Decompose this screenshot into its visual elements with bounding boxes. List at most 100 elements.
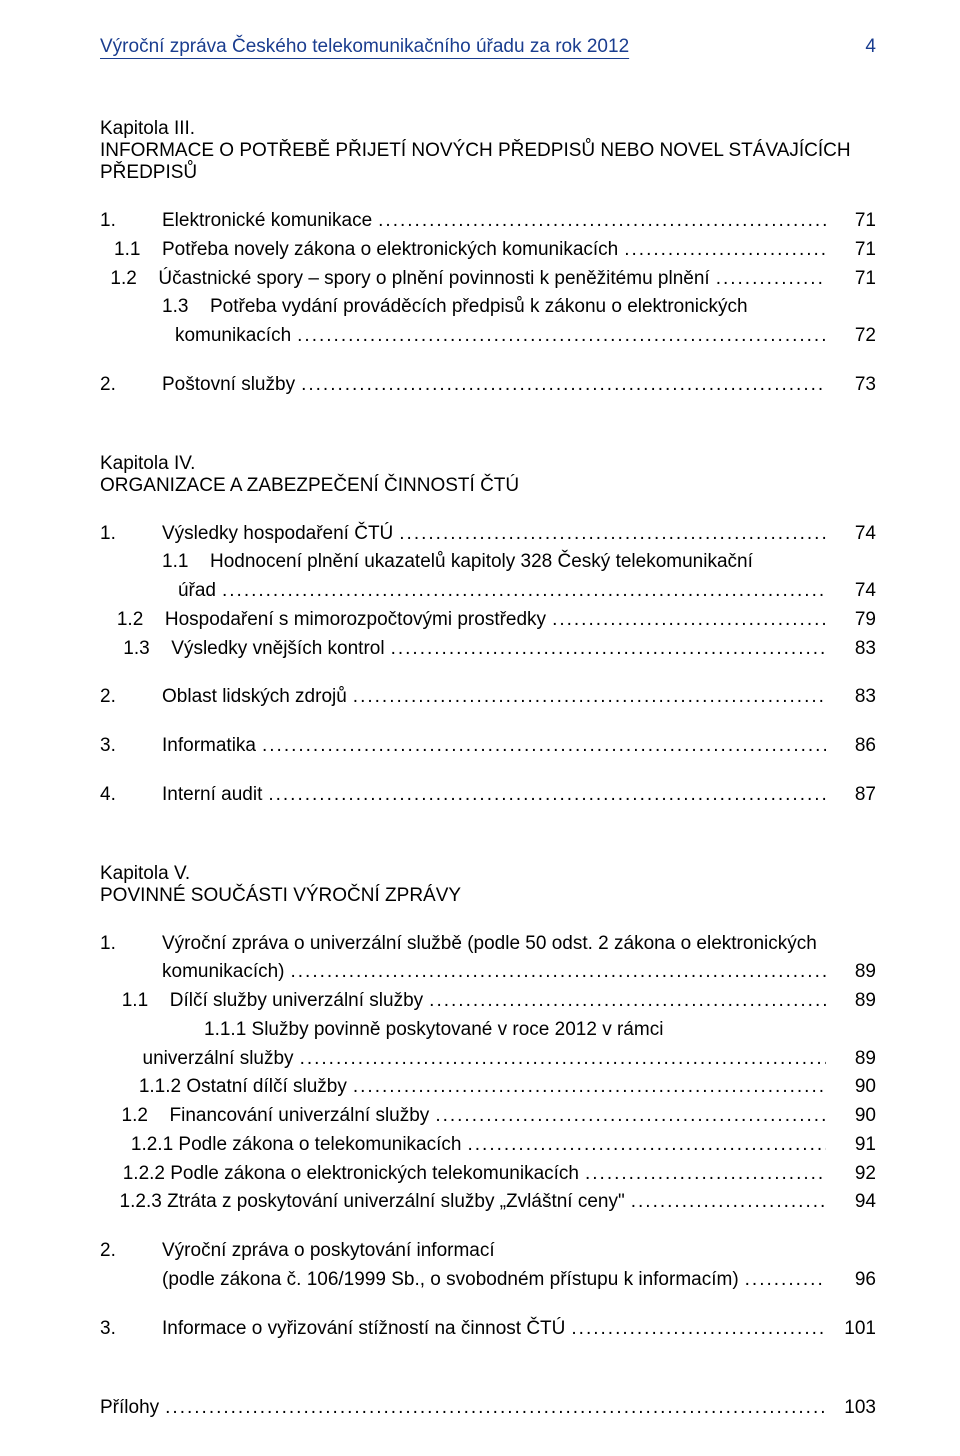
toc-page: 89	[832, 989, 876, 1013]
chapter-heading-line: PŘEDPISŮ	[100, 162, 876, 184]
toc-label: Přílohy	[100, 1396, 159, 1420]
toc-label: 1.1.2 Ostatní dílčí služby	[139, 1075, 347, 1099]
toc-entry: Přílohy103	[100, 1396, 876, 1420]
toc-number: 2.	[100, 685, 156, 709]
toc-entry: (podle zákona č. 106/1999 Sb., o svobodn…	[100, 1268, 876, 1292]
toc-number: 1.2	[117, 608, 159, 632]
toc-label: Hospodaření s mimorozpočtovými prostředk…	[165, 608, 546, 632]
toc-entry: 1.2Účastnické spory – spory o plnění pov…	[100, 267, 876, 291]
toc-entry: 1.1.2 Ostatní dílčí služby90	[100, 1075, 876, 1099]
toc-leaders	[399, 522, 826, 546]
toc-entry: 1.2Hospodaření s mimorozpočtovými prostř…	[100, 608, 876, 632]
toc-entry: 2.Výroční zpráva o poskytování informací	[100, 1239, 876, 1263]
toc-label: 1.2.3 Ztráta z poskytování univerzální s…	[120, 1190, 625, 1214]
toc-leaders	[631, 1190, 826, 1214]
toc-label: Výroční zpráva o poskytování informací	[162, 1239, 495, 1263]
toc-label: Informace o vyřizování stížností na činn…	[162, 1317, 565, 1341]
toc-page: 79	[832, 608, 876, 632]
toc-label: Výroční zpráva o univerzální službě (pod…	[162, 932, 817, 956]
toc-entry: univerzální služby 89	[100, 1047, 876, 1071]
toc-leaders	[353, 1075, 826, 1099]
toc-label: (podle zákona č. 106/1999 Sb., o svobodn…	[162, 1268, 739, 1292]
toc-label: Oblast lidských zdrojů	[162, 685, 347, 709]
chapter-heading-line: INFORMACE O POTŘEBĚ PŘIJETÍ NOVÝCH PŘEDP…	[100, 140, 876, 162]
page-header: Výroční zpráva Českého telekomunikačního…	[100, 36, 876, 58]
toc-page: 89	[832, 960, 876, 984]
toc-number: 1.	[100, 932, 156, 956]
toc-entry: 1.Výroční zpráva o univerzální službě (p…	[100, 932, 876, 956]
toc-leaders	[585, 1162, 826, 1186]
table-of-contents: Kapitola III.INFORMACE O POTŘEBĚ PŘIJETÍ…	[100, 118, 876, 1420]
toc-label: Účastnické spory – spory o plnění povinn…	[158, 267, 709, 291]
toc-leaders	[262, 734, 826, 758]
toc-label: Interní audit	[162, 783, 262, 807]
toc-number: 1.2	[122, 1104, 164, 1128]
toc-leaders	[435, 1104, 826, 1128]
toc-leaders	[378, 209, 826, 233]
toc-label: Hodnocení plnění ukazatelů kapitoly 328 …	[210, 550, 753, 574]
toc-page: 74	[832, 522, 876, 546]
toc-entry: 2.Poštovní služby73	[100, 373, 876, 397]
toc-label: komunikacích	[175, 324, 291, 348]
toc-page: 91	[832, 1133, 876, 1157]
chapter-block: Kapitola III.INFORMACE O POTŘEBĚ PŘIJETÍ…	[100, 118, 876, 397]
chapter-heading-line: ORGANIZACE A ZABEZPEČENÍ ČINNOSTÍ ČTÚ	[100, 475, 876, 497]
toc-entry: 1.1.1 Služby povinně poskytované v roce …	[100, 1018, 876, 1042]
chapter-heading-line: Kapitola V.	[100, 863, 876, 885]
toc-number: 3.	[100, 734, 156, 758]
toc-number: 2.	[100, 1239, 156, 1263]
toc-leaders	[301, 373, 826, 397]
toc-leaders	[300, 1047, 826, 1071]
toc-number: 1.3	[162, 295, 204, 319]
toc-label: Dílčí služby univerzální služby	[170, 989, 423, 1013]
toc-entry: 2.Oblast lidských zdrojů 83	[100, 685, 876, 709]
toc-entry: úřad74	[100, 579, 876, 603]
toc-leaders	[291, 960, 827, 984]
toc-leaders	[624, 238, 826, 262]
toc-entry: 1.3Potřeba vydání prováděcích předpisů k…	[100, 295, 876, 319]
toc-page: 89	[832, 1047, 876, 1071]
toc-page: 86	[832, 734, 876, 758]
header-title: Výroční zpráva Českého telekomunikačního…	[100, 36, 629, 58]
toc-label: univerzální služby	[143, 1047, 294, 1071]
toc-number: 1.1	[114, 238, 156, 262]
chapter-heading-line: POVINNÉ SOUČÁSTI VÝROČNÍ ZPRÁVY	[100, 885, 876, 907]
toc-entry: 4.Interní audit87	[100, 783, 876, 807]
toc-label: 1.2.1 Podle zákona o telekomunikacích	[131, 1133, 462, 1157]
toc-leaders	[391, 637, 826, 661]
toc-leaders	[222, 579, 826, 603]
toc-label: Výsledky hospodaření ČTÚ	[162, 522, 393, 546]
toc-leaders	[297, 324, 826, 348]
toc-page: 71	[832, 209, 876, 233]
toc-label: Výsledky vnějších kontrol	[171, 637, 384, 661]
toc-label: Informatika	[162, 734, 256, 758]
toc-leaders	[429, 989, 826, 1013]
toc-page: 87	[832, 783, 876, 807]
toc-entry: 1.1Hodnocení plnění ukazatelů kapitoly 3…	[100, 550, 876, 574]
toc-leaders	[571, 1317, 826, 1341]
toc-number: 1.	[100, 209, 156, 233]
toc-page: 94	[832, 1190, 876, 1214]
toc-page: 83	[832, 637, 876, 661]
toc-entry: 1.2.1 Podle zákona o telekomunikacích 91	[100, 1133, 876, 1157]
toc-entry: 3.Informace o vyřizování stížností na či…	[100, 1317, 876, 1341]
toc-page: 71	[832, 238, 876, 262]
toc-entry: 1.2.2 Podle zákona o elektronických tele…	[100, 1162, 876, 1186]
toc-entry: 1.1Dílčí služby univerzální služby 89	[100, 989, 876, 1013]
toc-label: Elektronické komunikace	[162, 209, 372, 233]
toc-entry: 1.1Potřeba novely zákona o elektronickýc…	[100, 238, 876, 262]
toc-page: 92	[832, 1162, 876, 1186]
header-page-number: 4	[865, 36, 876, 58]
toc-label: Potřeba novely zákona o elektronických k…	[162, 238, 618, 262]
toc-number: 1.1	[122, 989, 164, 1013]
toc-leaders	[165, 1396, 826, 1420]
toc-leaders	[745, 1268, 826, 1292]
toc-page: 90	[832, 1104, 876, 1128]
toc-entry: komunikacích)89	[100, 960, 876, 984]
toc-number: 1.	[100, 522, 156, 546]
toc-entry: 1.2Financování univerzální služby90	[100, 1104, 876, 1128]
toc-leaders	[716, 267, 826, 291]
toc-number: 2.	[100, 373, 156, 397]
toc-page: 83	[832, 685, 876, 709]
toc-number: 1.3	[123, 637, 165, 661]
